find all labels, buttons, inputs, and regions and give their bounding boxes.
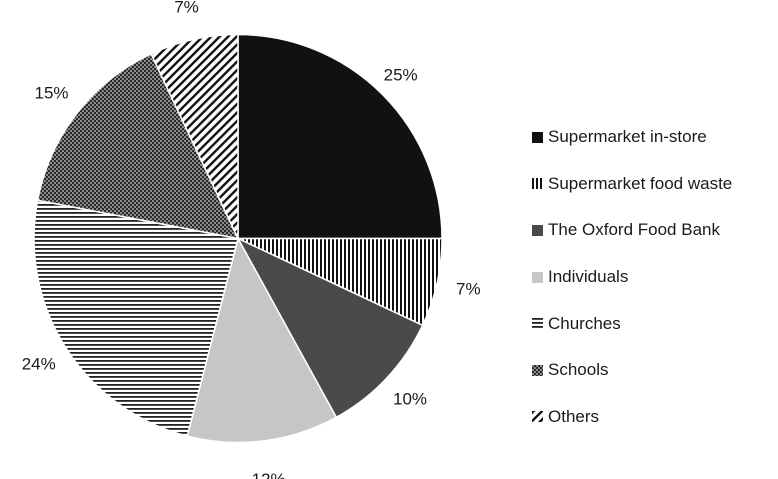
- slice-the-oxford-food-bank: [236, 236, 424, 419]
- legend-item-supermarket-in-store: Supermarket in-store: [532, 114, 732, 161]
- legend-label: Individuals: [548, 267, 629, 287]
- data-label-others: 7%: [174, 0, 199, 17]
- legend-item-individuals: Individuals: [532, 254, 732, 301]
- slice-churches: [33, 199, 239, 438]
- legend-label: Others: [548, 406, 600, 426]
- slice-supermarket-in-store: [237, 33, 443, 240]
- legend-swatch: [532, 318, 543, 330]
- legend: Supermarket in-store Supermarket food was…: [532, 114, 732, 440]
- legend-swatch: [532, 411, 543, 423]
- data-label-individuals: 12%: [252, 470, 286, 479]
- legend-item-others: Others: [532, 394, 732, 441]
- legend-item-the-oxford-food-bank: The Oxford Food Bank: [532, 207, 732, 254]
- legend-swatch: [532, 271, 543, 283]
- slice-schools: [36, 52, 240, 240]
- slice-individuals: [186, 236, 338, 444]
- legend-label: Supermarket food waste: [548, 173, 733, 193]
- data-label-supermarket-food-waste: 7%: [456, 279, 481, 298]
- legend-label: Supermarket in-store: [548, 127, 707, 147]
- legend-item-schools: Schools: [532, 347, 732, 394]
- legend-swatch: [532, 364, 543, 376]
- legend-item-supermarket-food-waste: Supermarket food waste: [532, 161, 732, 208]
- legend-label: Churches: [548, 313, 621, 333]
- data-label-schools: 15%: [35, 83, 69, 102]
- legend-label: Schools: [548, 360, 609, 380]
- legend-swatch: [532, 131, 543, 143]
- legend-swatch: [532, 178, 543, 190]
- data-label-churches: 24%: [22, 354, 56, 373]
- data-label-the-oxford-food-bank: 10%: [393, 390, 427, 409]
- legend-item-churches: Churches: [532, 300, 732, 347]
- data-label-supermarket-in-store: 25%: [384, 65, 418, 84]
- slice-others: [150, 33, 239, 239]
- legend-label: The Oxford Food Bank: [548, 220, 720, 240]
- legend-swatch: [532, 224, 543, 236]
